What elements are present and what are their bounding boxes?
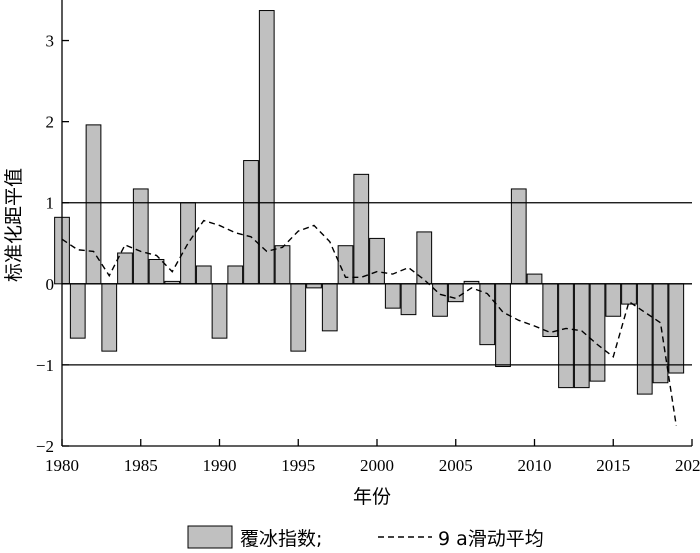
bar-1981 bbox=[69, 283, 86, 339]
bar-2016 bbox=[621, 283, 637, 305]
legend-label-ice-index: 覆冰指数; bbox=[240, 528, 322, 550]
bar-1995 bbox=[290, 283, 307, 352]
bar-2010 bbox=[526, 273, 543, 285]
y-tick-label--2: −2 bbox=[36, 437, 54, 456]
bar-2000 bbox=[369, 237, 385, 285]
bar-1998 bbox=[337, 245, 354, 285]
legend-label-moving-average: 9 a滑动平均 bbox=[438, 528, 544, 550]
bar-1999 bbox=[353, 173, 370, 285]
bar-1994 bbox=[274, 245, 291, 285]
bar-1986 bbox=[148, 258, 165, 285]
bar-2005 bbox=[447, 283, 464, 303]
bar-1984 bbox=[117, 252, 133, 285]
bar-1990 bbox=[211, 283, 228, 339]
bar-2002 bbox=[400, 283, 417, 316]
bar-2015 bbox=[605, 283, 622, 317]
axes: −2 −1 0 1 2 3 1980 1985 1990 1995 2000 2005 2010 2015… bbox=[36, 0, 700, 475]
bar-2014 bbox=[589, 283, 606, 382]
bar-1989 bbox=[195, 265, 212, 285]
bar-2019 bbox=[668, 283, 685, 374]
x-tick-label-1990: 1990 bbox=[203, 456, 237, 475]
bar-2011 bbox=[542, 283, 559, 338]
bar-1993 bbox=[258, 10, 275, 285]
y-tick-label--1: −1 bbox=[36, 356, 54, 375]
y-axis-title: 标准化距平值 bbox=[3, 168, 25, 282]
bar-1988 bbox=[180, 202, 196, 285]
x-tick-label-2005: 2005 bbox=[439, 456, 473, 475]
x-tick-label-2000: 2000 bbox=[360, 456, 394, 475]
bar-1983 bbox=[101, 283, 118, 352]
bar-2001 bbox=[384, 283, 401, 309]
x-tick-label-1985: 1985 bbox=[124, 456, 158, 475]
bar-1992 bbox=[243, 160, 259, 285]
x-tick-label-1980: 1980 bbox=[45, 456, 79, 475]
x-tick-label-2020: 2020 bbox=[675, 456, 700, 475]
y-tick-label-0: 0 bbox=[46, 275, 55, 294]
x-axis-title: 年份 bbox=[353, 486, 391, 508]
bar-1997 bbox=[321, 283, 338, 332]
y-tick-label-2: 2 bbox=[46, 113, 55, 132]
plot-area bbox=[54, 10, 692, 426]
x-tick-label-2010: 2010 bbox=[518, 456, 552, 475]
legend-bar-swatch bbox=[187, 525, 233, 549]
moving-average-line bbox=[61, 219, 677, 426]
bar-2018 bbox=[652, 283, 669, 384]
bar-2017 bbox=[636, 283, 653, 395]
bar-2008 bbox=[495, 283, 511, 368]
bar-2012 bbox=[558, 283, 574, 389]
legend: 覆冰指数; 9 a滑动平均 bbox=[187, 525, 544, 550]
x-tick-label-1995: 1995 bbox=[281, 456, 315, 475]
y-tick-label-1: 1 bbox=[46, 194, 55, 213]
x-tick-label-2015: 2015 bbox=[596, 456, 630, 475]
bar-1991 bbox=[227, 265, 244, 285]
bar-2013 bbox=[573, 283, 590, 389]
y-tick-label-3: 3 bbox=[46, 32, 55, 51]
